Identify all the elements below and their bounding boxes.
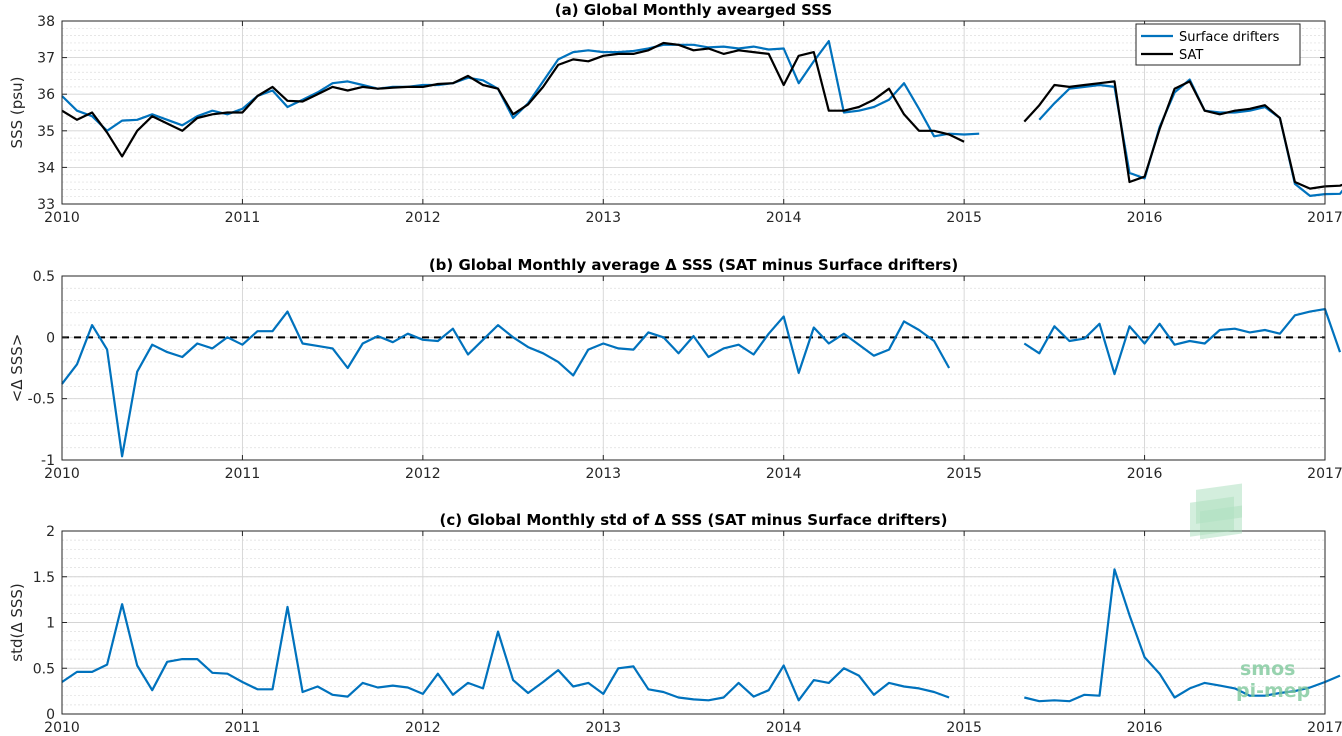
panel-title: (c) Global Monthly std of Δ SSS (SAT min… [440,511,948,529]
x-tick-label: 2012 [405,466,441,482]
logo-text-pimep: pi-mep [1236,680,1310,702]
y-tick-label: 2 [46,524,55,540]
logo-text-smos: smos [1240,658,1295,680]
x-tick-label: 2010 [44,466,80,482]
legend-box [1135,23,1301,66]
x-tick-label: 2012 [405,720,441,736]
y-axis-label: SSS (psu) [8,77,26,149]
panel-title: (b) Global Monthly average Δ SSS (SAT mi… [429,256,958,274]
x-tick-label: 2015 [946,210,982,226]
y-tick-label: 33 [37,197,55,213]
x-tick-label: 2014 [766,720,802,736]
y-tick-label: 0.5 [33,269,55,285]
y-tick-label: 1.5 [33,570,55,586]
panel-b: -1 -0.5 0 0.5 2010 2011 2012 2013 2014 2015 2016 20… [8,256,1342,482]
y-tick-label: 1 [46,616,55,632]
x-tick-label: 2010 [44,210,80,226]
y-tick-label: 36 [37,87,55,103]
x-tick-label: 2013 [585,466,621,482]
x-tick-label: 2016 [1127,210,1163,226]
x-tick-label: 2016 [1127,720,1163,736]
logo-shape [1196,483,1242,524]
series-line [61,308,1342,458]
axes-box [61,275,1326,461]
y-tick-label: 37 [37,51,55,67]
panel-c: 0 0.5 1 1.5 2 2010 2011 2012 2013 2014 2015 2016 201… [8,511,1342,736]
x-tick-label: 2012 [405,210,441,226]
x-tick-label: 2011 [225,210,261,226]
x-tick-label: 2013 [585,720,621,736]
y-tick-label: 0 [46,707,55,723]
logo-shape [1200,505,1242,540]
series-line [61,568,1341,703]
sat-line [61,41,1342,190]
y-tick-label: 35 [37,124,55,140]
x-tick-label: 2017 [1307,466,1342,482]
y-tick-label: -1 [41,453,55,469]
legend-label: Surface drifters [1179,30,1280,45]
y-tick-label: 34 [37,160,55,176]
y-tick-label: 38 [37,14,55,30]
x-tick-label: 2017 [1307,210,1342,226]
x-tick-label: 2015 [946,720,982,736]
y-axis-label: std(Δ SSS) [8,583,26,662]
x-tick-label: 2016 [1127,466,1163,482]
panel-title: (a) Global Monthly avearged SSS [555,1,832,19]
axes-box [61,20,1326,205]
x-tick-label: 2013 [585,210,621,226]
y-axis-label: <Δ SSS> [8,334,26,403]
x-tick-label: 2011 [225,466,261,482]
x-tick-label: 2014 [766,210,802,226]
legend: Surface drifters SAT [1135,23,1301,66]
x-tick-label: 2015 [946,466,982,482]
y-tick-label: 0.5 [33,661,55,677]
x-tick-label: 2014 [766,466,802,482]
y-tick-label: 0 [46,330,55,346]
panel-a: 33 34 35 36 37 38 2010 2011 2012 2013 2014 2015 2016… [8,1,1342,226]
logo-shape [1190,496,1234,537]
x-tick-label: 2011 [225,720,261,736]
x-tick-label: 2017 [1307,720,1342,736]
legend-label: SAT [1179,48,1203,63]
y-tick-label: -0.5 [28,392,55,408]
x-tick-label: 2010 [44,720,80,736]
